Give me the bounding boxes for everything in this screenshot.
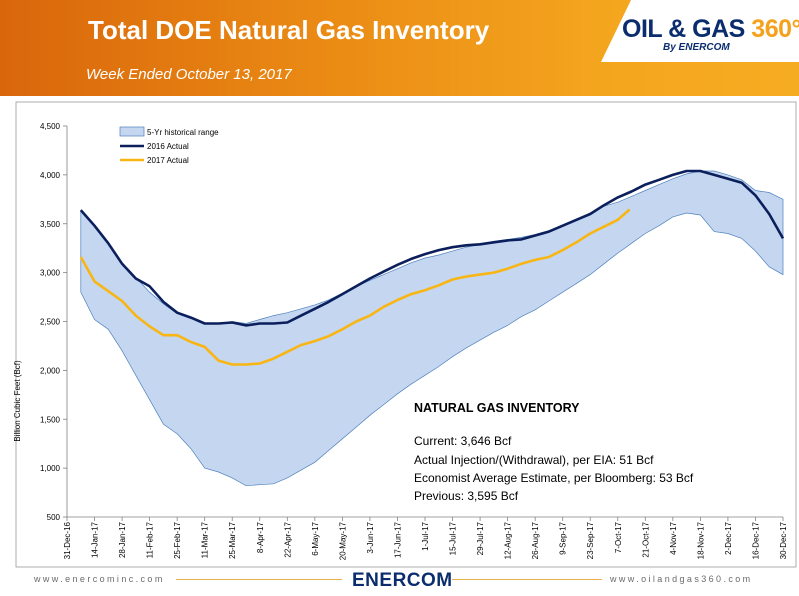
footer-rule-right [452,579,602,580]
annotation-current: Current: 3,646 Bcf [414,434,512,448]
x-tick-label: 28-Jan-17 [118,521,127,558]
y-tick-label: 4,500 [40,122,61,131]
x-tick-label: 11-Mar-17 [201,521,210,558]
x-tick-label: 30-Dec-17 [779,521,788,559]
x-tick-label: 15-Jul-17 [449,521,458,555]
y-tick-label: 3,500 [40,220,61,229]
x-tick-label: 25-Feb-17 [173,521,182,558]
x-tick-label: 31-Dec-16 [63,521,72,559]
x-tick-label: 14-Jan-17 [91,521,100,558]
y-tick-label: 1,500 [40,415,61,424]
x-tick-label: 18-Nov-17 [696,521,705,559]
x-tick-label: 21-Oct-17 [641,521,650,557]
legend-label-2017: 2017 Actual [147,156,189,165]
series-line-2017-actual [79,208,631,366]
y-tick-label: 3,000 [40,269,61,278]
footer-website-oilandgas360: www.oilandgas360.com [610,574,753,584]
legend-swatch-range [119,126,145,137]
logo-panel [601,0,799,62]
series-lines-layer [79,169,785,366]
x-tick-label: 7-Oct-17 [614,521,623,553]
logo-byline: By ENERCOM [663,42,730,53]
y-tick-label: 500 [47,513,61,522]
x-tick-label: 2-Dec-17 [724,521,733,554]
series-line-2016-actual [79,169,785,327]
oilandgas360-logo: OIL & GAS 360° [622,15,799,43]
x-tick-label: 17-Jun-17 [393,521,402,558]
annotation-actual-injection: Actual Injection/(Withdrawal), per EIA: … [414,453,654,467]
annotation-heading: NATURAL GAS INVENTORY [414,401,580,415]
historical-range-band [80,170,784,487]
x-tick-label: 8-Apr-17 [256,521,265,553]
annotation-economist-estimate: Economist Average Estimate, per Bloomber… [414,471,694,485]
x-tick-label: 20-May-17 [338,521,347,560]
x-tick-label: 25-Mar-17 [228,521,237,558]
chart-legend: 5-Yr historical range 2016 Actual 2017 Act… [119,126,219,165]
x-tick-label: 16-Dec-17 [751,521,760,559]
x-tick-label: 11-Feb-17 [146,521,155,558]
annotation-previous: Previous: 3,595 Bcf [414,489,519,503]
page-title: Total DOE Natural Gas Inventory [88,15,490,45]
x-tick-label: 12-Aug-17 [504,521,513,559]
y-axis-label: Billion Cubic Feet (Bcf) [13,360,22,442]
x-tick-label: 1-Jul-17 [421,521,430,550]
y-tick-label: 2,000 [40,366,61,375]
chart-frame [15,101,797,568]
historical-range-layer [80,170,784,487]
page-subtitle: Week Ended October 13, 2017 [86,66,292,83]
footer-rule-left [176,579,342,580]
y-tick-label: 1,000 [40,464,61,473]
x-tick-label: 26-Aug-17 [531,521,540,559]
x-tick-label: 9-Sep-17 [559,521,568,554]
inventory-chart: 500 1,000 1,500 2,000 2,500 3,000 3,500 4,000 4,… [0,96,799,570]
enercom-logo: ENERCOM [352,570,453,591]
legend-label-2016: 2016 Actual [147,142,189,151]
x-tick-label: 29-Jul-17 [476,521,485,555]
x-tick-label: 6-May-17 [311,521,320,555]
axes-layer: 500 1,000 1,500 2,000 2,500 3,000 3,500 4,000 4,… [40,122,788,560]
x-tick-label: 4-Nov-17 [669,521,678,554]
legend-label-range: 5-Yr historical range [147,128,219,137]
x-tick-label: 23-Sep-17 [586,521,595,559]
x-tick-label: 22-Apr-17 [283,521,292,557]
x-tick-label: 3-Jun-17 [366,521,375,553]
footer-website-enercom: www.enercominc.com [34,574,165,584]
y-tick-label: 2,500 [40,318,61,327]
y-tick-label: 4,000 [40,171,61,180]
